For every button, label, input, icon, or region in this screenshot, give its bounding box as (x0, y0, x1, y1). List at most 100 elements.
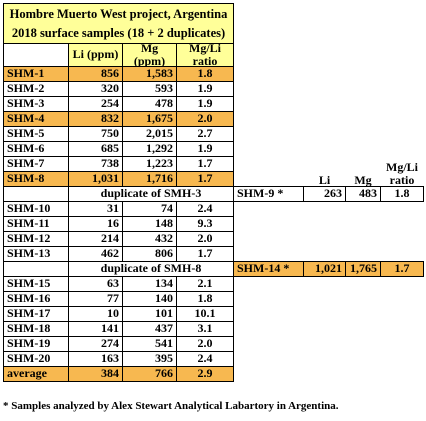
value-cell: 750 (68, 126, 123, 142)
sample-cell: SHM-11 (3, 216, 69, 232)
value-cell: 254 (68, 96, 123, 112)
value-cell: 9.3 (176, 216, 234, 232)
sample-cell: SHM-19 (3, 336, 69, 352)
sample-cell: SHM-3 (3, 96, 69, 112)
value-cell: 432 (122, 231, 177, 247)
value-cell: 63 (68, 276, 123, 292)
value-cell: 1.9 (176, 96, 234, 112)
header-text: Mg/Li ratio (386, 159, 418, 187)
value-cell: 738 (68, 156, 123, 172)
value-cell: 685 (68, 141, 123, 157)
value-cell: 462 (68, 246, 123, 262)
sample-cell: SHM-13 (3, 246, 69, 262)
value-cell: 1,223 (122, 156, 177, 172)
value-cell: 1,675 (122, 111, 177, 127)
table-title: Hombre Muerto West project, Argentina 20… (3, 3, 234, 44)
value-cell: 1,292 (122, 141, 177, 157)
value-cell: 2,015 (122, 126, 177, 142)
value-cell: 140 (122, 291, 177, 307)
value-cell: 1.7 (176, 156, 234, 172)
sample-cell: SHM-16 (3, 291, 69, 307)
sample-cell: SHM-9 * (233, 186, 304, 202)
value-cell: 134 (122, 276, 177, 292)
value-cell: 483 (345, 186, 381, 202)
value-cell: 77 (68, 291, 123, 307)
value-cell: 1.8 (176, 66, 234, 82)
value-cell: 10.1 (176, 306, 234, 322)
sample-cell: SHM-17 (3, 306, 69, 322)
value-cell: 1.7 (176, 171, 234, 187)
value-cell: 806 (122, 246, 177, 262)
value-cell: 437 (122, 321, 177, 337)
value-cell: 1.7 (380, 261, 424, 277)
empty-cell (3, 261, 69, 277)
value-cell: 1,765 (345, 261, 381, 277)
value-cell: 1,021 (303, 261, 346, 277)
sample-cell: SHM-2 (3, 81, 69, 97)
value-cell: 263 (303, 186, 346, 202)
sample-cell: SHM-14 * (233, 261, 304, 277)
value-cell: 1,583 (122, 66, 177, 82)
header-text: Mg (354, 172, 372, 187)
sample-cell: SHM-1 (3, 66, 69, 82)
header-cell: Mg/Li ratio (176, 41, 234, 68)
value-cell: 2.4 (176, 201, 234, 217)
value-cell: 832 (68, 111, 123, 127)
value-cell: 856 (68, 66, 123, 82)
value-cell: 2.1 (176, 276, 234, 292)
value-cell: 1,031 (68, 171, 123, 187)
value-cell: 1.9 (176, 141, 234, 157)
sample-cell: SHM-8 (3, 171, 69, 187)
value-cell: 1.8 (176, 291, 234, 307)
sample-cell: SHM-20 (3, 351, 69, 367)
empty-cell (3, 186, 69, 202)
footnote: * Samples analyzed by Alex Stewart Analy… (3, 400, 339, 412)
value-cell: 2.0 (176, 336, 234, 352)
value-cell: 101 (122, 306, 177, 322)
value-cell: 541 (122, 336, 177, 352)
header-cell: Mg (ppm) (122, 41, 177, 68)
value-cell: 74 (122, 201, 177, 217)
value-cell: 141 (68, 321, 123, 337)
sample-cell: SHM-10 (3, 201, 69, 217)
sample-cell: SHM-6 (3, 141, 69, 157)
sample-cell: SHM-4 (3, 111, 69, 127)
value-cell: 320 (68, 81, 123, 97)
value-cell: 214 (68, 231, 123, 247)
title-line: Hombre Muerto West project, Argentina (9, 7, 228, 22)
sample-cell: SHM-15 (3, 276, 69, 292)
value-cell: 10 (68, 306, 123, 322)
value-cell: 163 (68, 351, 123, 367)
value-cell: 31 (68, 201, 123, 217)
value-cell: 16 (68, 216, 123, 232)
title-line: 2018 surface samples (18 + 2 duplicates) (11, 25, 226, 40)
value-cell: 2.0 (176, 111, 234, 127)
value-cell: 274 (68, 336, 123, 352)
value-cell: 2.9 (176, 366, 234, 382)
note-cell: duplicate of SMH-3 (68, 186, 234, 202)
header-cell: Li (ppm) (68, 43, 123, 67)
value-cell: 593 (122, 81, 177, 97)
sample-cell: SHM-7 (3, 156, 69, 172)
value-cell: 2.0 (176, 231, 234, 247)
value-cell: 1.8 (380, 186, 424, 202)
value-cell: 148 (122, 216, 177, 232)
sample-cell: SHM-12 (3, 231, 69, 247)
header-text: Li (318, 172, 331, 187)
value-cell: 395 (122, 351, 177, 367)
sample-cell: SHM-5 (3, 126, 69, 142)
value-cell: 1.7 (176, 246, 234, 262)
note-cell: duplicate of SMH-8 (68, 261, 234, 277)
value-cell: 384 (68, 366, 123, 382)
sample-cell: average (3, 366, 69, 382)
value-cell: 1,716 (122, 171, 177, 187)
header-cell (3, 43, 69, 67)
value-cell: 766 (122, 366, 177, 382)
sample-cell: SHM-18 (3, 321, 69, 337)
value-cell: 1.9 (176, 81, 234, 97)
value-cell: 2.4 (176, 351, 234, 367)
value-cell: 2.7 (176, 126, 234, 142)
value-cell: 3.1 (176, 321, 234, 337)
value-cell: 478 (122, 96, 177, 112)
